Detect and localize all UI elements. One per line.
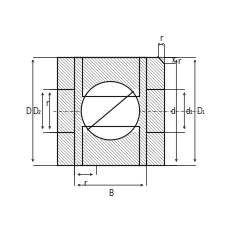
- Bar: [74, 57, 81, 165]
- Text: d₁: d₁: [184, 107, 192, 116]
- Text: d: d: [170, 107, 175, 116]
- Text: D: D: [25, 107, 31, 116]
- Bar: [57, 132, 163, 165]
- Text: r: r: [83, 178, 86, 187]
- Text: r: r: [45, 99, 49, 108]
- Bar: [57, 90, 74, 132]
- Text: D₁: D₁: [195, 107, 204, 116]
- Text: r: r: [159, 33, 162, 42]
- Text: D₂: D₂: [33, 107, 41, 116]
- Bar: [146, 90, 163, 132]
- Bar: [57, 57, 163, 165]
- Bar: [139, 57, 146, 165]
- Bar: [57, 57, 163, 90]
- Polygon shape: [81, 82, 139, 140]
- Text: r: r: [176, 56, 179, 65]
- Text: B: B: [107, 188, 112, 197]
